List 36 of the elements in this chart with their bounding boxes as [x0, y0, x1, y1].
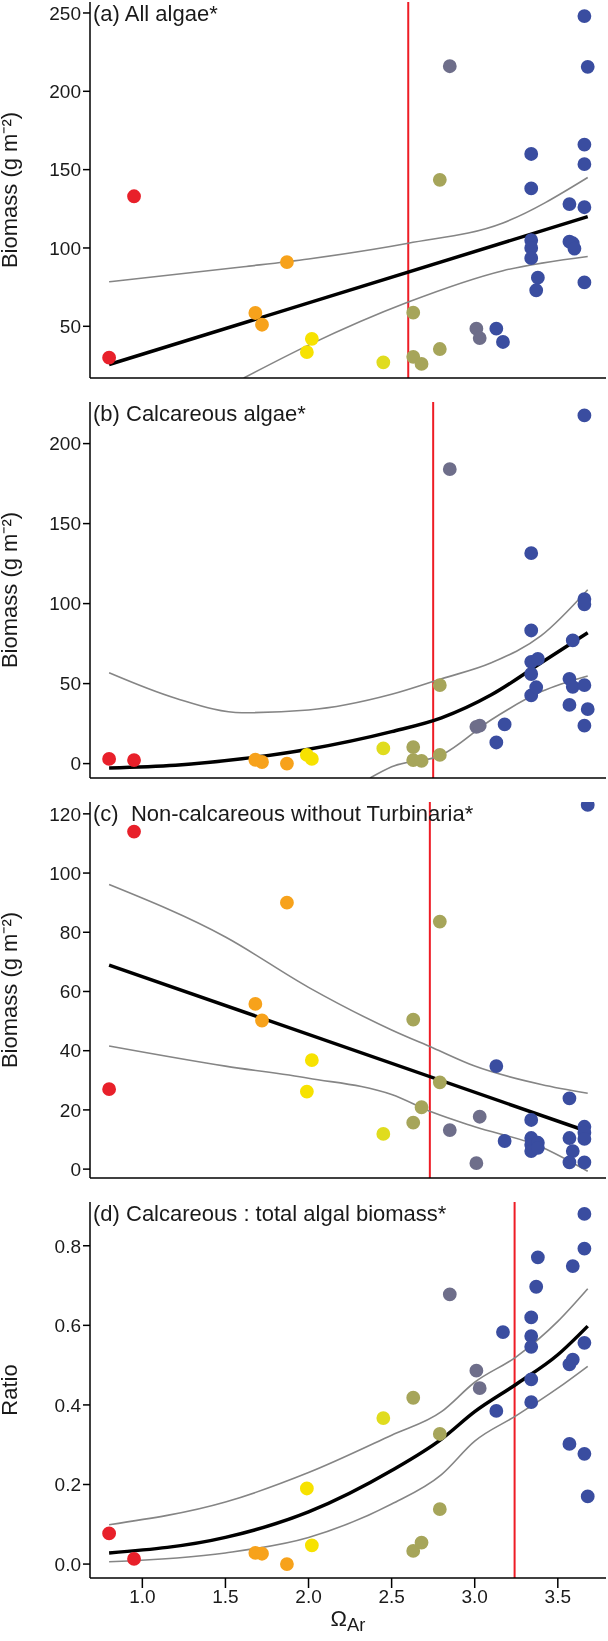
y-tick-label: 0.2: [54, 1474, 81, 1496]
y-tick-label: 0.4: [54, 1394, 82, 1416]
x-tick-label: 2.0: [295, 1586, 322, 1608]
y-tick-label: 150: [49, 159, 81, 181]
y-axis-title: Biomass (g m⁻²): [0, 511, 22, 669]
y-axis-title: Biomass (g m⁻²): [0, 911, 22, 1069]
y-tick-label: 200: [49, 433, 81, 455]
y-axis-title: Ratio: [0, 1364, 22, 1416]
x-tick-label: 3.0: [461, 1586, 488, 1608]
y-tick-label: 60: [59, 981, 81, 1003]
y-tick-label: 80: [59, 922, 81, 944]
x-tick-label: 3.5: [544, 1586, 572, 1608]
x-axis-title: Ω$_{Ar}$: [329, 1606, 367, 1637]
y-tick-label: 100: [49, 593, 81, 615]
y-tick-label: 0: [70, 1158, 81, 1180]
chart-title: (a) All algae*: [93, 1, 218, 27]
y-tick-label: 100: [49, 237, 81, 259]
x-tick-label: 1.0: [129, 1586, 156, 1608]
y-tick-label: 100: [49, 862, 81, 884]
y-tick-label: 120: [49, 803, 81, 825]
x-tick-label: 2.5: [378, 1586, 405, 1608]
y-tick-label: 250: [49, 2, 81, 24]
y-tick-label: 0.6: [54, 1315, 81, 1337]
y-tick-label: 200: [49, 81, 81, 103]
y-tick-label: 150: [49, 513, 81, 535]
x-tick-label: 1.5: [212, 1586, 239, 1608]
y-tick-label: 0.8: [54, 1235, 81, 1257]
y-axis-title: Biomass (g m⁻²): [0, 111, 22, 269]
y-tick-label: 0: [70, 753, 81, 775]
chart-title: (b) Calcareous algae*: [93, 401, 306, 427]
y-tick-label: 40: [59, 1040, 81, 1062]
y-tick-label: 50: [59, 316, 81, 338]
y-tick-label: 20: [59, 1099, 81, 1121]
chart-title: (d) Calcareous : total algal biomass*: [93, 1201, 447, 1227]
y-tick-label: 0.0: [54, 1553, 81, 1575]
y-tick-label: 50: [59, 673, 81, 695]
